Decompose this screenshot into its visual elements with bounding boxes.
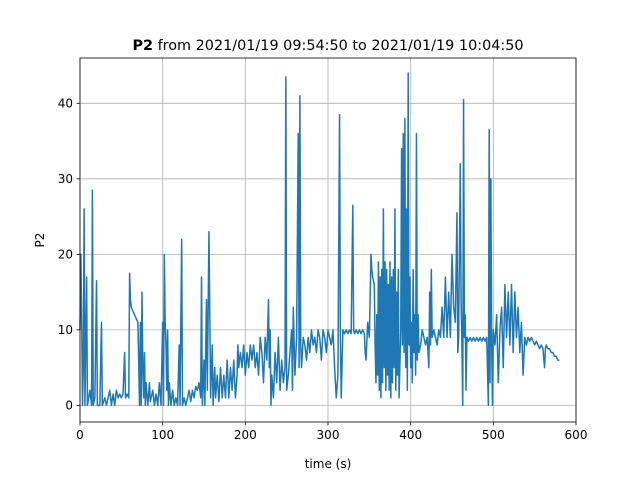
- x-tick-label: 200: [234, 428, 257, 442]
- x-axis-label: time (s): [305, 457, 352, 471]
- y-tick-label: 20: [58, 248, 73, 262]
- y-axis: 0 10 20 30 40: [58, 97, 80, 413]
- chart-title: P2 from 2021/01/19 09:54:50 to 2021/01/1…: [132, 38, 523, 54]
- x-tick-label: 500: [482, 428, 505, 442]
- y-axis-label: P2: [33, 233, 47, 248]
- y-tick-label: 30: [58, 172, 73, 186]
- x-tick-label: 100: [151, 428, 174, 442]
- chart-title-rest: from 2021/01/19 09:54:50 to 2021/01/19 1…: [153, 38, 524, 54]
- series-line: [79, 72, 560, 407]
- x-tick-label: 300: [317, 428, 340, 442]
- x-axis: 0 100 200 300 400 500 600: [76, 422, 587, 442]
- x-tick-label: 400: [399, 428, 422, 442]
- x-tick-label: 600: [565, 428, 588, 442]
- series-group: [79, 72, 560, 407]
- x-tick-label: 0: [76, 428, 84, 442]
- y-tick-label: 10: [58, 323, 73, 337]
- y-tick-label: 40: [58, 97, 73, 111]
- chart-title-bold: P2: [132, 38, 153, 54]
- y-tick-label: 0: [65, 399, 73, 413]
